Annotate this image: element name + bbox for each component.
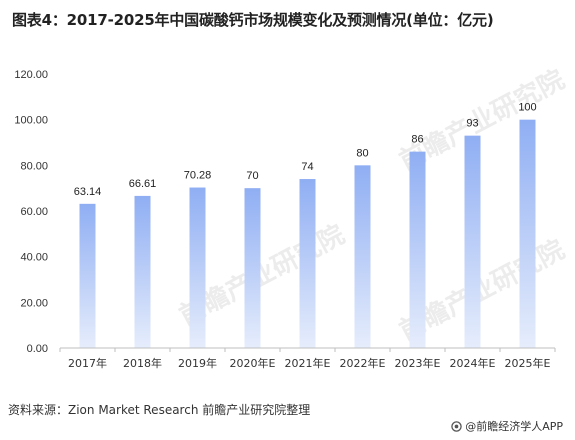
data-label: 93 <box>466 118 478 130</box>
x-tick-label: 2025年E <box>505 356 551 370</box>
bar <box>519 119 536 349</box>
data-label: 86 <box>411 134 423 146</box>
data-label: 100 <box>518 102 536 114</box>
x-tick-label: 2023年E <box>395 356 441 370</box>
bar <box>189 187 206 348</box>
x-tick-label: 2019年 <box>178 356 217 370</box>
x-axis: 2017年 2018年 2019年 2020年E 2021年E 2022年E 2023年E 2… <box>59 347 556 370</box>
y-tick-label: 0.00 <box>27 343 48 355</box>
data-label: 74 <box>301 161 313 173</box>
brand-credit: @前瞻经济学人APP <box>451 418 563 434</box>
bar <box>244 188 261 348</box>
brand-logo-icon <box>451 420 462 432</box>
brand-text: @前瞻经济学人APP <box>465 420 563 433</box>
y-tick-label: 60.00 <box>20 206 48 218</box>
x-tick-label: 2020年E <box>230 356 276 370</box>
bar-chart: 0.00 20.00 40.00 60.00 80.00 100.00 120.00 63.… <box>14 69 556 370</box>
y-tick-label: 120.00 <box>14 69 48 81</box>
y-tick-label: 40.00 <box>20 252 48 264</box>
y-tick-label: 20.00 <box>20 297 48 309</box>
y-tick-label: 80.00 <box>20 160 48 172</box>
x-tick-label: 2018年 <box>123 356 162 370</box>
x-tick-label: 2022年E <box>340 356 386 370</box>
data-label: 70.28 <box>184 170 212 182</box>
bars: 63.14 66.61 70.28 70 74 80 86 93 100 <box>74 102 537 349</box>
data-label: 70 <box>246 170 258 182</box>
bar <box>134 195 151 348</box>
x-tick-label: 2021年E <box>285 356 331 370</box>
data-label: 80 <box>356 147 368 159</box>
y-tick-label: 100.00 <box>14 115 48 127</box>
bar <box>354 165 371 348</box>
chart-title: 图表4：2017-2025年中国碳酸钙市场规模变化及预测情况(单位：亿元) <box>12 11 494 29</box>
bar <box>79 203 96 348</box>
bar <box>409 151 426 348</box>
data-label: 63.14 <box>74 186 102 198</box>
bar <box>299 179 316 348</box>
x-tick-label: 2024年E <box>450 356 496 370</box>
data-label: 66.61 <box>129 178 157 190</box>
x-tick-label: 2017年 <box>68 356 107 370</box>
source-note: 资料来源：Zion Market Research 前瞻产业研究院整理 <box>8 403 311 417</box>
y-axis: 0.00 20.00 40.00 60.00 80.00 100.00 120.00 <box>14 69 48 355</box>
bar <box>464 135 481 348</box>
